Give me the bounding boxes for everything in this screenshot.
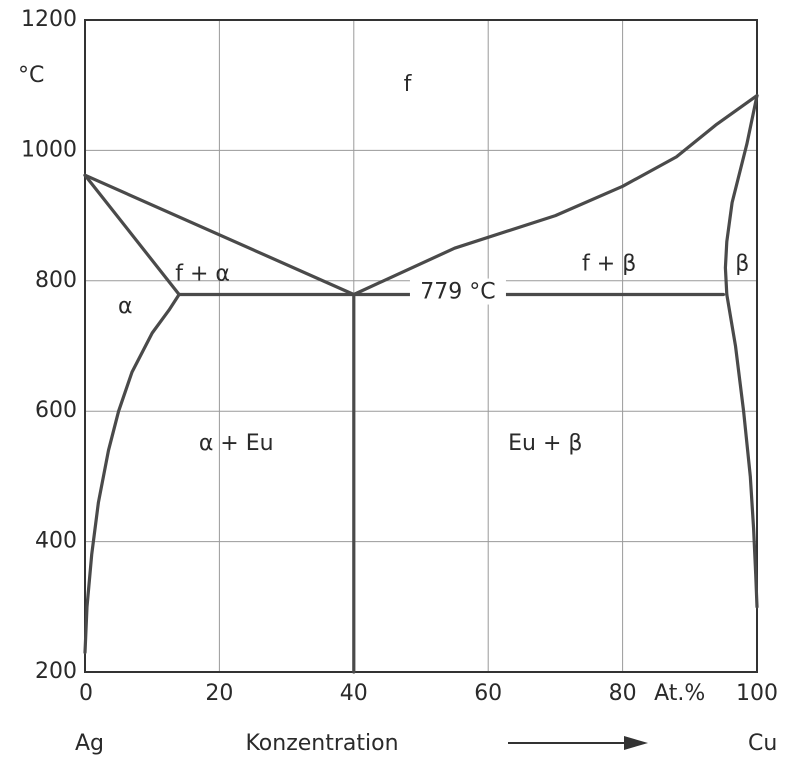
phase-boundaries: [83, 93, 759, 674]
x-tick-label-20: 20: [205, 681, 233, 706]
x-tick-label-60: 60: [474, 681, 502, 706]
y-tick-label-1200: 1200: [21, 7, 77, 32]
x-right-element-label: Cu: [748, 731, 777, 756]
eutectic-temp-label: 779 °C: [420, 280, 495, 305]
axis-ticks: 200 400 600 800 1000 1200 0 20 40 60 80 100: [21, 7, 778, 706]
y-tick-label-600: 600: [35, 398, 77, 423]
y-tick-label-400: 400: [35, 529, 77, 554]
region-label-5: α + Eu: [199, 431, 274, 456]
region-label-0: f: [404, 72, 413, 97]
region-label-4: α: [118, 294, 133, 319]
x-tick-label-80: 80: [609, 681, 637, 706]
eutectic-temp-label-bg: [409, 278, 506, 305]
liquidus-right-line: [352, 93, 759, 297]
solvus-alpha-line: [83, 292, 181, 655]
grid: [85, 20, 757, 672]
liquidus-left-line: [83, 173, 356, 297]
y-unit-label: °C: [18, 63, 44, 88]
x-unit-label: At.%: [654, 681, 705, 706]
direction-arrow-icon: [624, 736, 648, 750]
axis-extras: °C At.% Ag Cu Konzentration: [18, 63, 777, 756]
region-label-1: f + α: [175, 261, 230, 286]
plot-frame: [84, 19, 758, 673]
region-label-6: Eu + β: [508, 431, 582, 456]
solidus-beta-line: [723, 93, 759, 297]
x-left-element-label: Ag: [75, 731, 104, 756]
y-tick-label-200: 200: [35, 659, 77, 684]
x-tick-label-40: 40: [340, 681, 368, 706]
solidus-alpha-line: [83, 173, 181, 297]
region-label-3: β: [735, 252, 749, 277]
region-labels: f f + α f + β β α α + Eu Eu + β 779 °C: [118, 72, 749, 456]
y-tick-label-1000: 1000: [21, 137, 77, 162]
region-label-2: f + β: [582, 252, 636, 277]
solvus-beta-line: [725, 292, 759, 609]
x-tick-label-0: 0: [79, 681, 93, 706]
x-tick-label-100: 100: [736, 681, 778, 706]
y-tick-label-800: 800: [35, 268, 77, 293]
x-axis-title: Konzentration: [245, 731, 398, 756]
